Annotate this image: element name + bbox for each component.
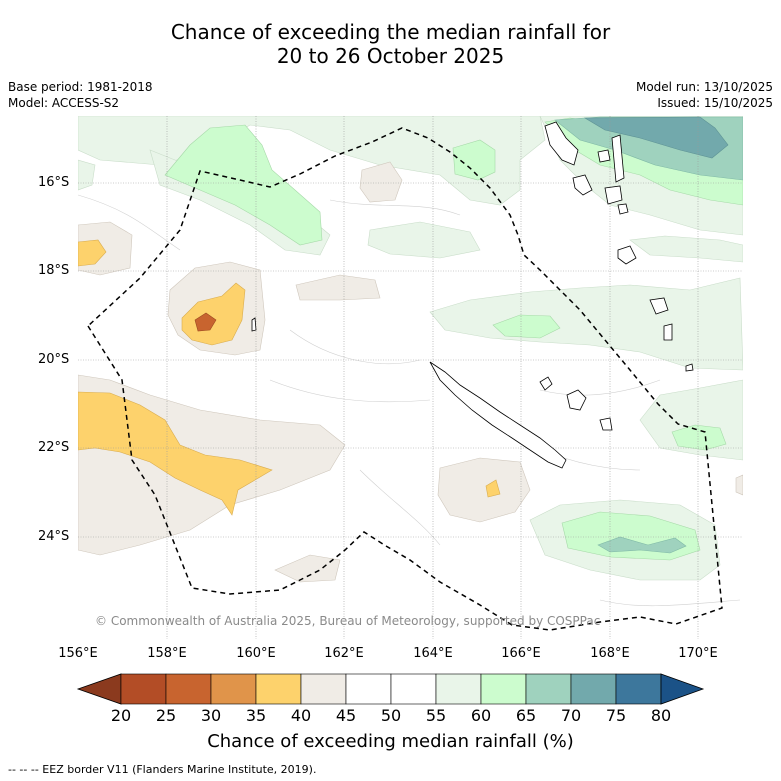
colorbar-tick-label: 60 xyxy=(470,706,492,725)
tan-region xyxy=(359,161,403,203)
teal-region xyxy=(597,536,687,554)
tan-region xyxy=(735,474,743,496)
vanuatu-island xyxy=(604,185,623,205)
lon-label-156e: 156°E xyxy=(58,646,98,661)
colorbar-tick-label: 50 xyxy=(380,706,402,725)
colorbar-tick-label: 35 xyxy=(245,706,267,725)
lon-label-168e: 168°E xyxy=(590,646,630,661)
lat-label-24s: 24°S xyxy=(38,529,70,544)
colorbar-tick-label: 55 xyxy=(425,706,447,725)
yellow-region xyxy=(78,391,273,516)
vanuatu-island xyxy=(649,297,669,315)
light-green-region xyxy=(367,221,481,259)
colorbar-segment xyxy=(255,673,302,705)
tan-region xyxy=(274,554,341,583)
vanuatu-island xyxy=(663,323,673,341)
colorbar-tick-label: 70 xyxy=(560,706,582,725)
lon-label-158e: 158°E xyxy=(147,646,187,661)
colorbar-segment xyxy=(570,673,617,705)
lat-label-20s: 20°S xyxy=(38,352,70,367)
lon-label-164e: 164°E xyxy=(413,646,453,661)
colorbar-tick-label: 40 xyxy=(290,706,312,725)
colorbar-segment xyxy=(390,673,437,705)
map-area xyxy=(78,116,743,639)
colorbar-segment xyxy=(210,673,257,705)
green-region xyxy=(452,139,496,181)
dark-orange-region xyxy=(194,312,217,332)
colorbar-segment xyxy=(165,673,212,705)
yellow-region xyxy=(78,239,107,267)
colorbar-segment xyxy=(120,673,167,705)
eez-footnote: -- -- -- EEZ border V11 (Flanders Marine… xyxy=(8,763,317,776)
copyright-text: © Commonwealth of Australia 2025, Bureau… xyxy=(95,614,601,628)
colorbar-tick-label: 80 xyxy=(650,706,672,725)
tan-region xyxy=(437,457,531,523)
colorbar-segment xyxy=(435,673,482,705)
base-period-label: Base period: 1981-2018 xyxy=(8,80,153,94)
vanuatu-island xyxy=(617,203,629,215)
lat-label-18s: 18°S xyxy=(38,263,70,278)
colorbar-tick-label: 25 xyxy=(155,706,177,725)
model-label: Model: ACCESS-S2 xyxy=(8,96,120,110)
coastlines xyxy=(251,121,694,469)
colorbar-title: Chance of exceeding median rainfall (%) xyxy=(207,731,574,752)
loyalty-island xyxy=(539,376,553,391)
light-green-region xyxy=(78,159,96,191)
lat-label-16s: 16°S xyxy=(38,175,70,190)
island xyxy=(251,317,257,332)
tan-region xyxy=(295,274,381,301)
loyalty-island xyxy=(566,389,587,411)
grid-lines xyxy=(78,116,743,639)
colorbar-segment xyxy=(480,673,527,705)
vanuatu-island xyxy=(597,149,611,163)
title-line-2: 20 to 26 October 2025 xyxy=(276,44,505,68)
title-line-1: Chance of exceeding the median rainfall … xyxy=(170,20,611,44)
model-run-label: Model run: 13/10/2025 xyxy=(635,80,773,94)
island xyxy=(685,363,694,372)
dark-teal-region xyxy=(583,116,729,159)
colorbar-tick-label: 30 xyxy=(200,706,222,725)
loyalty-island xyxy=(599,417,613,431)
new-caledonia-island xyxy=(429,361,567,469)
vanuatu-island xyxy=(572,174,593,196)
colorbar-segment xyxy=(300,673,347,705)
lon-label-170e: 170°E xyxy=(678,646,718,661)
colorbar-tick-label: 75 xyxy=(605,706,627,725)
colorbar-segment xyxy=(345,673,392,705)
colorbar-high-extend xyxy=(660,673,705,705)
colorbar-tick-label: 20 xyxy=(110,706,132,725)
lat-label-22s: 22°S xyxy=(38,440,70,455)
vanuatu-island xyxy=(544,121,579,166)
issued-label: Issued: 15/10/2025 xyxy=(657,96,773,110)
colorbar-tick-label: 65 xyxy=(515,706,537,725)
light-green-region xyxy=(629,235,743,263)
vanuatu-island xyxy=(617,245,637,265)
green-region xyxy=(492,314,561,339)
vanuatu-island xyxy=(611,134,625,183)
green-region xyxy=(671,424,727,451)
green-region xyxy=(164,124,323,246)
lon-label-162e: 162°E xyxy=(324,646,364,661)
lon-label-160e: 160°E xyxy=(236,646,276,661)
colorbar xyxy=(76,673,705,705)
colorbar-low-extend xyxy=(76,673,122,705)
eez-border xyxy=(87,127,723,631)
yellow-region xyxy=(485,479,501,498)
colorbar-segment xyxy=(615,673,662,705)
colorbar-segment xyxy=(525,673,572,705)
lon-label-166e: 166°E xyxy=(501,646,541,661)
colorbar-tick-label: 45 xyxy=(335,706,357,725)
